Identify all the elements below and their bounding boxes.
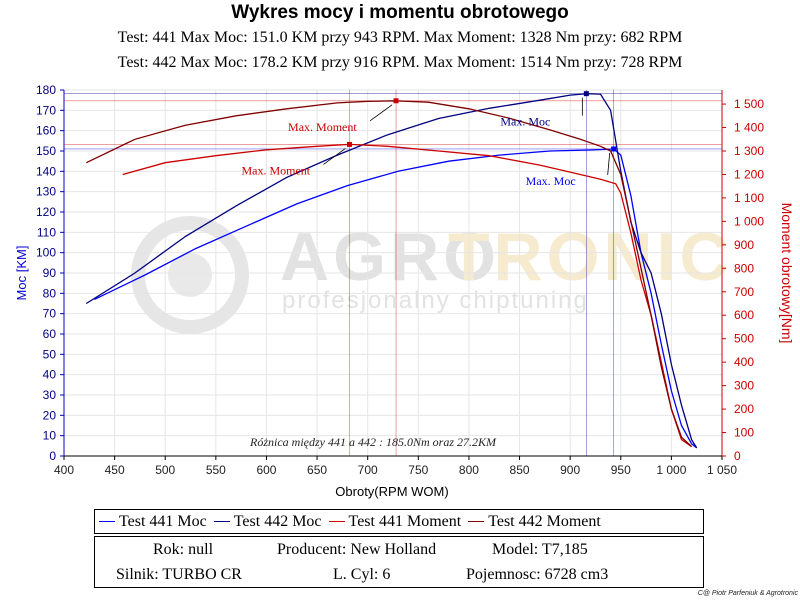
y2-tick-label: 1 500 <box>734 97 764 111</box>
y2-tick-label: 800 <box>734 261 754 275</box>
y2-tick-label: 100 <box>734 426 754 440</box>
series-line-1 <box>94 148 698 449</box>
y2-tick-label: 200 <box>734 402 754 416</box>
y-tick-label: 160 <box>36 124 56 138</box>
max-point <box>346 141 352 147</box>
y-tick-label: 0 <box>49 449 56 463</box>
y2-tick-label: 600 <box>734 308 754 322</box>
annotation-arrow <box>607 152 611 176</box>
info-producent: Producent: New Holland <box>277 541 437 558</box>
x-tick-label: 400 <box>54 463 74 477</box>
legend-swatch <box>328 521 345 522</box>
y-axis-label: Moc [KM] <box>14 246 29 301</box>
y2-tick-label: 900 <box>734 238 754 252</box>
y-tick-label: 140 <box>36 164 56 178</box>
y2-axis-label: Moment obrotowy[Nm] <box>779 203 795 344</box>
x-tick-label: 950 <box>611 463 631 477</box>
y2-tick-label: 1 000 <box>734 214 764 228</box>
x-tick-label: 1 000 <box>656 463 686 477</box>
watermark-brand-tronic: TRONIC <box>448 219 733 295</box>
y-tick-label: 90 <box>43 266 57 280</box>
x-tick-label: 600 <box>256 463 276 477</box>
y-tick-label: 170 <box>36 103 56 117</box>
y-tick-label: 130 <box>36 185 56 199</box>
chart-title: Wykres mocy i momentu obrotowego <box>231 2 569 23</box>
test1-summary: Test: 441 Max Moc: 151.0 KM przy 943 RPM… <box>117 29 683 46</box>
info-rok: Rok: null <box>153 541 214 558</box>
series-line-4 <box>86 100 693 448</box>
x-axis-label: Obroty(RPM WOM) <box>335 484 448 499</box>
legend-label: Test 442 Moc <box>233 512 322 530</box>
annotation-arrow <box>323 148 346 165</box>
watermark-logo-ring <box>131 216 249 334</box>
annotation-label: Max. Moment <box>288 120 357 134</box>
y2-tick-label: 1 400 <box>734 121 764 135</box>
y-tick-label: 100 <box>36 246 56 260</box>
legend-item-442-moment: Test 442 Moment <box>468 513 601 531</box>
vehicle-info-box: Rok: null Producent: New Holland Model: … <box>94 536 704 588</box>
legend-swatch <box>468 521 485 522</box>
y2-tick-label: 1 300 <box>734 144 764 158</box>
watermark-logo-hub <box>168 253 212 297</box>
test2-summary: Test: 442 Max Moc: 178.2 KM przy 916 RPM… <box>117 54 683 71</box>
max-point <box>611 146 617 152</box>
y-tick-label: 80 <box>43 286 57 300</box>
y-tick-label: 150 <box>36 144 56 158</box>
y2-tick-label: 400 <box>734 355 754 369</box>
legend-label: Test 441 Moment <box>348 512 462 530</box>
legend-item-441-moc: Test 441 Moc <box>99 513 207 531</box>
copyright-note: C@ Piotr Parfeniuk & Agrotronic <box>697 590 798 597</box>
max-point <box>393 98 399 104</box>
y-tick-label: 70 <box>43 307 57 321</box>
max-point <box>583 91 589 97</box>
y-tick-label: 120 <box>36 205 56 219</box>
y-tick-label: 10 <box>43 429 57 443</box>
x-tick-label: 900 <box>560 463 580 477</box>
x-tick-label: 700 <box>358 463 378 477</box>
info-pojemnosc: Pojemnosc: 6728 cm3 <box>466 566 609 583</box>
legend-label: Test 441 Moc <box>119 512 207 530</box>
x-tick-label: 800 <box>459 463 479 477</box>
x-tick-label: 1 050 <box>707 463 737 477</box>
y-tick-label: 110 <box>37 225 56 239</box>
x-tick-label: 850 <box>510 463 530 477</box>
legend-label: Test 442 Moment <box>488 512 601 530</box>
y2-tick-label: 1 200 <box>734 167 764 181</box>
x-tick-label: 550 <box>206 463 226 477</box>
legend: Test 441 Moc Test 442 Moc Test 441 Momen… <box>94 509 704 534</box>
legend-item-442-moc: Test 442 Moc <box>213 512 322 531</box>
y-tick-label: 50 <box>43 347 57 361</box>
annotation-label: Max. Moc <box>526 174 576 188</box>
y2-tick-label: 700 <box>734 285 754 299</box>
x-tick-label: 750 <box>408 463 428 477</box>
x-tick-label: 450 <box>105 463 125 477</box>
legend-swatch <box>213 521 230 522</box>
y2-tick-label: 1 100 <box>734 191 764 205</box>
y-tick-label: 40 <box>43 368 57 382</box>
legend-item-441-moment: Test 441 Moment <box>328 512 462 531</box>
info-silnik: Silnik: TURBO CR <box>116 566 242 583</box>
legend-swatch <box>99 521 115 522</box>
y2-tick-label: 300 <box>734 379 754 393</box>
watermark-brand-agro: AGRO <box>280 219 500 295</box>
y2-tick-label: 0 <box>734 449 741 463</box>
y-tick-label: 20 <box>43 408 57 422</box>
watermark-tagline: profesjonalny chiptuning <box>282 287 589 314</box>
annotation-label: Max. Moment <box>241 163 310 177</box>
x-tick-label: 650 <box>307 463 327 477</box>
annotation-arrow <box>369 104 393 122</box>
info-cyl: L. Cyl: 6 <box>333 566 391 583</box>
difference-note: Różnica między 441 a 442 : 185.0Nm oraz … <box>249 435 497 449</box>
annotation-label: Max. Moc <box>500 115 550 129</box>
y-tick-label: 180 <box>36 83 56 97</box>
y2-tick-label: 500 <box>734 332 754 346</box>
y-tick-label: 60 <box>43 327 57 341</box>
info-model: Model: T7,185 <box>492 541 588 558</box>
y-tick-label: 30 <box>43 388 57 402</box>
x-tick-label: 500 <box>155 463 175 477</box>
